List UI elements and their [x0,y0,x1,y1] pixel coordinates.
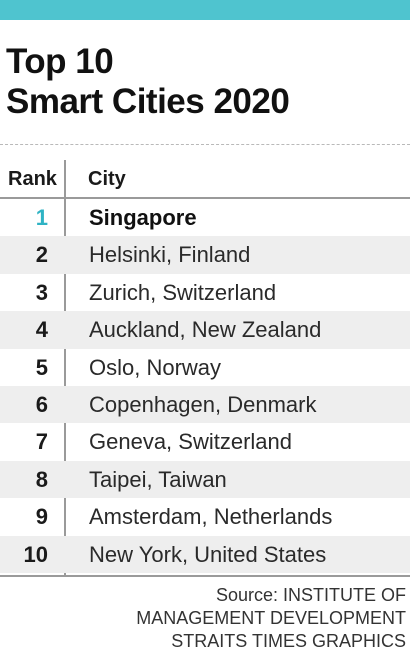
rank-cell: 9 [35,504,48,530]
table-header: Rank City [0,162,410,196]
table-row: 3 Zurich, Switzerland [0,274,410,311]
city-cell: Zurich, Switzerland [89,279,277,305]
city-cell: Singapore [89,205,197,230]
table-row: 4 Auckland, New Zealand [0,311,410,349]
dashed-divider [0,144,410,145]
source-line-1: Source: INSTITUTE OF [215,585,406,605]
rank-cell: 8 [35,466,48,492]
source-line-2: MANAGEMENT DEVELOPMENT [136,608,406,628]
header-divider [0,197,410,199]
city-cell: New York, United States [89,541,327,567]
city-cell: Auckland, New Zealand [89,317,322,343]
rank-cell: 6 [35,391,48,417]
rank-cell: 10 [23,541,48,567]
source-note: Source: INSTITUTE OF MANAGEMENT DEVELOPM… [136,584,406,653]
table-row: 5 Oslo, Norway [0,349,410,386]
table-row: 8 Taipei, Taiwan [0,460,410,499]
table-row: 1 Singapore [0,199,410,236]
title-line-2: Smart Cities 2020 [6,82,290,121]
city-cell: Helsinki, Finland [89,242,251,268]
rank-cell: 7 [35,429,48,455]
table-bottom-divider [0,575,410,577]
rank-cell: 1 [35,205,48,230]
top-accent-bar [0,0,410,20]
city-cell: Taipei, Taiwan [89,466,227,492]
rank-cell: 3 [35,279,48,305]
city-cell: Geneva, Switzerland [89,429,292,455]
city-cell: Oslo, Norway [89,354,222,380]
column-header-city: City [88,168,126,190]
table-row: 7 Geneva, Switzerland [0,423,410,460]
table-row: 6 Copenhagen, Denmark [0,385,410,424]
table-row: 10 New York, United States [0,535,410,573]
rank-cell: 5 [35,354,48,380]
rank-cell: 4 [35,317,48,343]
table-body: 1 Singapore 2 Helsinki, Finland 3 Zurich, Swi… [0,199,410,573]
title-line-1: Top 10 [6,42,114,81]
table-row: 2 Helsinki, Finland [0,236,410,274]
column-header-rank: Rank [8,168,57,190]
table-row: 9 Amsterdam, Netherlands [0,498,410,535]
rank-cell: 2 [35,242,48,268]
chart-title: Top 10 Smart Cities 2020 [6,42,290,122]
source-line-3: STRAITS TIMES GRAPHICS [171,631,406,651]
city-cell: Amsterdam, Netherlands [89,504,333,530]
column-divider [64,160,66,576]
city-cell: Copenhagen, Denmark [89,391,317,417]
